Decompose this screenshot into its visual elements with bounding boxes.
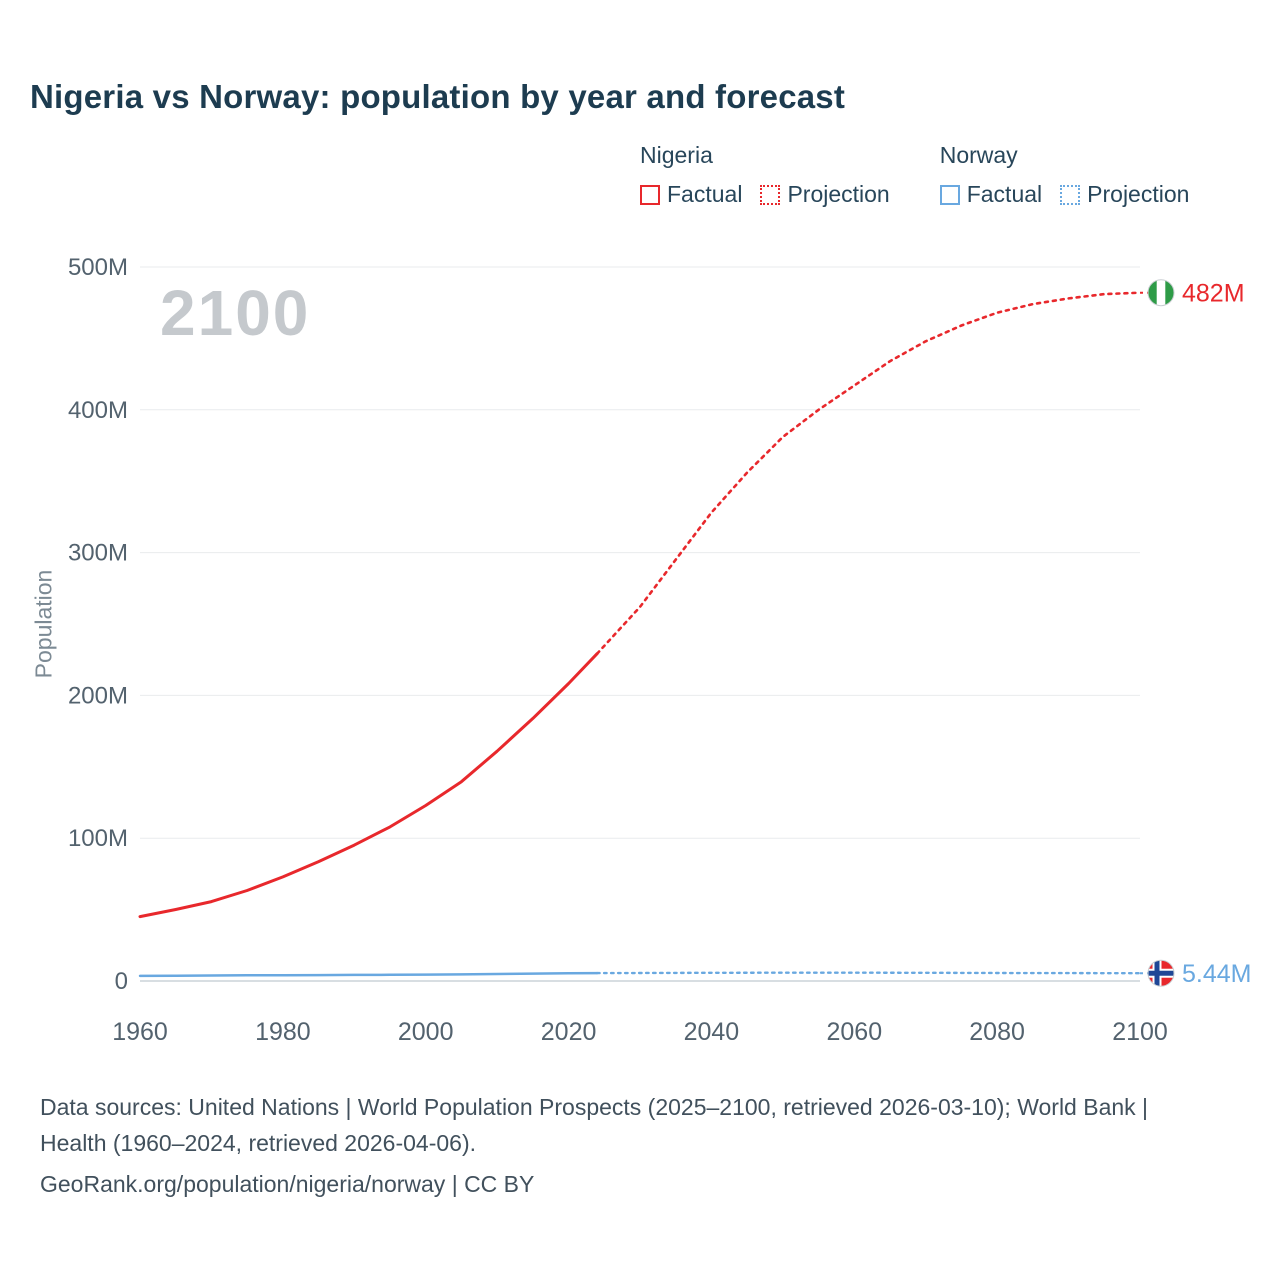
norway-factual-swatch-icon xyxy=(939,184,960,205)
norway-end-value: 5.44M xyxy=(1182,960,1251,988)
legend-item-label: Projection xyxy=(787,181,890,207)
norway-projection-swatch-icon xyxy=(1060,184,1081,205)
x-tick-label: 2080 xyxy=(969,1018,1025,1046)
x-tick-label: 2100 xyxy=(1112,1018,1168,1046)
nigeria-projection-swatch-icon xyxy=(760,184,781,205)
y-tick-label: 400M xyxy=(68,397,128,424)
legend-item-nigeria-projection[interactable]: Projection xyxy=(760,181,890,208)
y-tick-label: 500M xyxy=(68,254,128,281)
x-tick-label: 2040 xyxy=(684,1018,740,1046)
legend-group-title-norway: Norway xyxy=(939,142,1018,168)
legend-item-label: Projection xyxy=(1087,181,1190,207)
legend: Nigeria Factual Projection Norway Factua… xyxy=(640,142,1189,208)
legend-item-norway-factual[interactable]: Factual xyxy=(939,181,1043,208)
x-tick-label: 2000 xyxy=(398,1018,454,1046)
nigeria-flag-icon xyxy=(1148,279,1174,306)
legend-items-nigeria: Factual Projection xyxy=(640,181,890,208)
legend-group-norway: Norway Factual Projection xyxy=(939,142,1189,208)
y-tick-label: 200M xyxy=(68,682,128,709)
legend-group-title-nigeria: Nigeria xyxy=(640,142,713,168)
x-tick-label: 1980 xyxy=(255,1018,311,1046)
nigeria-end-value: 482M xyxy=(1182,280,1245,308)
y-tick-label: 100M xyxy=(68,825,128,852)
nigeria-flag-ring xyxy=(1147,279,1175,307)
norway-flag-icon xyxy=(1148,960,1174,987)
legend-item-nigeria-factual[interactable]: Factual xyxy=(640,181,742,208)
legend-item-label: Factual xyxy=(966,181,1043,207)
nigeria-factual-swatch-icon xyxy=(640,184,660,205)
legend-group-nigeria: Nigeria Factual Projection xyxy=(640,142,890,208)
nigeria-factual-line xyxy=(138,652,599,919)
y-tick-label: 0 xyxy=(115,968,128,995)
x-tick-label: 2060 xyxy=(826,1018,882,1046)
legend-item-norway-projection[interactable]: Projection xyxy=(1060,181,1189,208)
norway-projection-line xyxy=(595,971,1142,975)
data-sources-text: Data sources: United Nations | World Pop… xyxy=(40,1094,1149,1156)
attribution-link-text[interactable]: GeoRank.org/population/nigeria/norway | … xyxy=(40,1171,535,1198)
footer: Data sources: United Nations | World Pop… xyxy=(40,1090,1215,1203)
norway-factual-line xyxy=(138,971,599,978)
page-title: Nigeria vs Norway: population by year an… xyxy=(30,78,846,115)
legend-items-norway: Factual Projection xyxy=(939,181,1189,208)
norway-flag-ring xyxy=(1147,959,1175,987)
nigeria-projection-line xyxy=(595,291,1142,656)
x-tick-label: 1960 xyxy=(112,1018,168,1046)
legend-item-label: Factual xyxy=(667,181,743,207)
y-tick-label: 300M xyxy=(68,540,128,567)
year-watermark: 2100 xyxy=(160,277,311,349)
x-tick-label: 2020 xyxy=(541,1018,597,1046)
